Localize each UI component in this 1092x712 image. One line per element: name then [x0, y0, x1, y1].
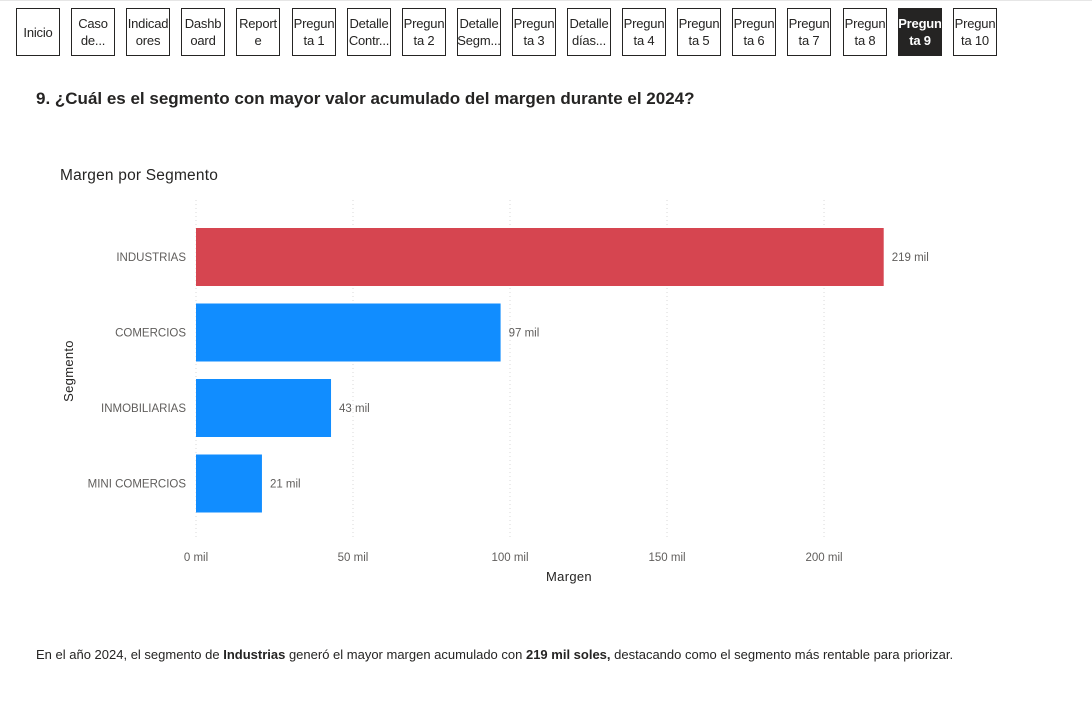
x-tick-label: 200 mil [805, 552, 842, 564]
nav-button-17[interactable]: Pregun ta 9 [898, 8, 942, 56]
nav-button-18[interactable]: Pregun ta 10 [953, 8, 997, 56]
nav-button-10[interactable]: Pregun ta 3 [512, 8, 556, 56]
page-title: 9. ¿Cuál es el segmento con mayor valor … [36, 89, 695, 108]
nav-button-6[interactable]: Pregun ta 1 [292, 8, 336, 56]
y-axis-title: Segmento [61, 340, 76, 402]
nav-button-4[interactable]: Dashb oard [181, 8, 225, 56]
summary-part-3: destacando como el segmento más rentable… [610, 647, 954, 662]
bar [196, 379, 332, 437]
data-label: 219 mil [892, 252, 929, 264]
nav-button-16[interactable]: Pregun ta 8 [843, 8, 887, 56]
bar-chart: 0 mil 50 mil 100 mil 150 mil 200 mil INDUSTRI… [61, 200, 929, 584]
x-tick-label: 150 mil [648, 552, 685, 564]
data-label: 43 mil [339, 403, 370, 415]
nav-button-11[interactable]: Detalle días... [567, 8, 611, 56]
x-axis-title: Margen [546, 569, 592, 584]
y-tick-label: MINI COMERCIOS [88, 479, 187, 491]
bar [196, 454, 262, 513]
x-tick-label: 0 mil [184, 552, 208, 564]
summary-part-1: En el año 2024, el segmento de [36, 647, 224, 662]
y-tick-label: INDUSTRIAS [116, 252, 186, 264]
x-tick-label: 100 mil [491, 552, 528, 564]
nav-button-15[interactable]: Pregun ta 7 [787, 8, 831, 56]
top-divider [0, 0, 1092, 1]
chart-title: Margen por Segmento [60, 167, 219, 184]
nav-button-1[interactable]: Inicio [16, 8, 60, 56]
summary-text: En el año 2024, el segmento de Industria… [36, 647, 953, 662]
nav-button-12[interactable]: Pregun ta 4 [622, 8, 666, 56]
nav-button-7[interactable]: Detalle Contr... [347, 8, 391, 56]
data-label: 97 mil [509, 328, 540, 340]
nav-button-3[interactable]: Indicad ores [126, 8, 170, 56]
data-label: 21 mil [270, 479, 301, 491]
bar [196, 228, 884, 286]
nav-button-9[interactable]: Detalle Segm... [457, 8, 501, 56]
summary-bold-1: Industrias [223, 647, 286, 662]
x-tick-label: 50 mil [338, 552, 369, 564]
nav-button-5[interactable]: Report e [236, 8, 280, 56]
nav-button-8[interactable]: Pregun ta 2 [402, 8, 446, 56]
summary-bold-2: 219 mil soles, [525, 647, 611, 662]
y-tick-label: COMERCIOS [115, 328, 186, 340]
bar [196, 303, 501, 362]
nav-button-13[interactable]: Pregun ta 5 [677, 8, 721, 56]
nav-button-2[interactable]: Caso de... [71, 8, 115, 56]
y-tick-label: INMOBILIARIAS [101, 403, 186, 415]
nav-button-14[interactable]: Pregun ta 6 [732, 8, 776, 56]
summary-part-2: generó el mayor margen acumulado con [285, 647, 526, 662]
